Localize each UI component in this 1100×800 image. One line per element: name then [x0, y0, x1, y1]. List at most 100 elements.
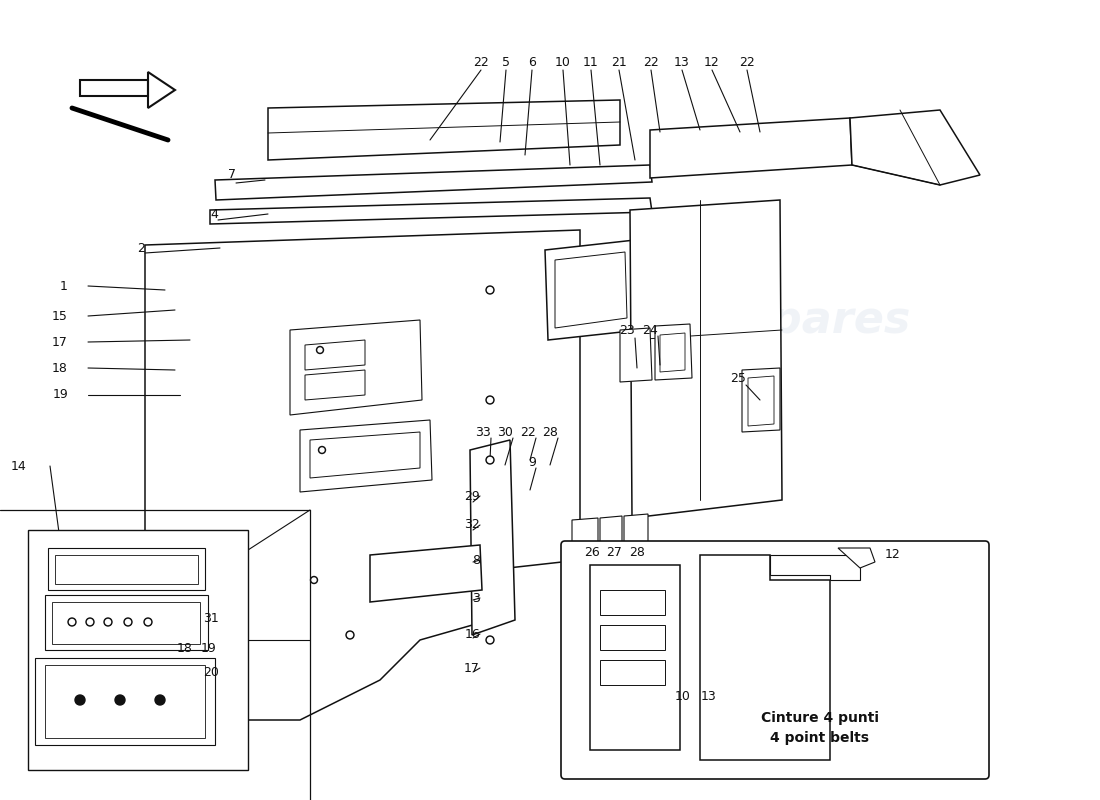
Text: 16: 16	[464, 627, 480, 641]
Text: eurospares: eurospares	[222, 522, 504, 566]
Text: 22: 22	[520, 426, 536, 438]
Polygon shape	[630, 200, 782, 518]
Polygon shape	[650, 118, 853, 178]
Circle shape	[486, 396, 494, 404]
Text: 6: 6	[528, 55, 536, 69]
Polygon shape	[310, 432, 420, 478]
Polygon shape	[544, 240, 640, 340]
Polygon shape	[850, 110, 980, 185]
Polygon shape	[48, 548, 205, 590]
Text: 11: 11	[583, 55, 598, 69]
Text: 4 point belts: 4 point belts	[770, 731, 869, 745]
Polygon shape	[770, 555, 860, 580]
Text: 22: 22	[473, 55, 488, 69]
Polygon shape	[624, 514, 648, 552]
Circle shape	[116, 695, 125, 705]
Polygon shape	[590, 565, 680, 750]
Circle shape	[104, 618, 112, 626]
Bar	[28, 530, 248, 770]
Text: eurospares: eurospares	[629, 298, 911, 342]
Text: 3: 3	[472, 591, 480, 605]
Circle shape	[487, 287, 493, 293]
Polygon shape	[55, 555, 198, 584]
Polygon shape	[300, 420, 432, 492]
Polygon shape	[45, 595, 208, 650]
Polygon shape	[600, 590, 666, 615]
Circle shape	[88, 619, 92, 625]
Polygon shape	[572, 518, 598, 557]
Text: 1: 1	[60, 279, 68, 293]
Polygon shape	[838, 548, 875, 568]
Text: 4: 4	[210, 209, 218, 222]
Polygon shape	[268, 100, 620, 160]
Text: 31: 31	[204, 611, 219, 625]
Circle shape	[75, 695, 85, 705]
Circle shape	[486, 456, 494, 464]
Text: 23: 23	[619, 323, 635, 337]
Polygon shape	[35, 658, 214, 745]
Circle shape	[319, 446, 326, 454]
Text: 28: 28	[542, 426, 558, 438]
Text: 20: 20	[204, 666, 219, 678]
Circle shape	[487, 458, 493, 462]
Circle shape	[487, 398, 493, 402]
Text: 22: 22	[644, 55, 659, 69]
Circle shape	[68, 618, 76, 626]
Polygon shape	[45, 665, 205, 738]
Circle shape	[486, 286, 494, 294]
Text: 24: 24	[642, 323, 658, 337]
Text: 21: 21	[612, 55, 627, 69]
Polygon shape	[742, 368, 780, 432]
Circle shape	[125, 619, 131, 625]
Polygon shape	[370, 545, 482, 602]
FancyBboxPatch shape	[561, 541, 989, 779]
Circle shape	[69, 619, 75, 625]
Circle shape	[318, 348, 322, 352]
Text: 17: 17	[464, 662, 480, 674]
Circle shape	[86, 618, 94, 626]
Text: 32: 32	[464, 518, 480, 531]
Text: Cinture 4 punti: Cinture 4 punti	[761, 711, 879, 725]
Text: 29: 29	[464, 490, 480, 502]
Text: 9: 9	[528, 455, 536, 469]
Text: 12: 12	[704, 55, 719, 69]
Polygon shape	[556, 252, 627, 328]
Text: 18: 18	[52, 362, 68, 374]
Polygon shape	[214, 165, 652, 200]
Text: 28: 28	[629, 546, 645, 558]
Circle shape	[145, 619, 151, 625]
Text: 15: 15	[52, 310, 68, 322]
Circle shape	[310, 577, 318, 583]
Circle shape	[346, 631, 354, 639]
Polygon shape	[620, 328, 652, 382]
Circle shape	[155, 695, 165, 705]
Text: 13: 13	[674, 55, 690, 69]
Polygon shape	[748, 376, 774, 426]
Text: 30: 30	[497, 426, 513, 438]
Polygon shape	[52, 602, 200, 644]
Polygon shape	[305, 370, 365, 400]
Circle shape	[106, 619, 110, 625]
Polygon shape	[210, 198, 652, 224]
Text: 7: 7	[228, 169, 236, 182]
Text: 18: 18	[177, 642, 192, 654]
Polygon shape	[600, 660, 666, 685]
Text: 2: 2	[138, 242, 145, 254]
Polygon shape	[145, 230, 580, 720]
Text: 19: 19	[53, 389, 68, 402]
Text: 10: 10	[556, 55, 571, 69]
Circle shape	[317, 346, 323, 354]
Polygon shape	[600, 516, 621, 554]
Circle shape	[348, 633, 352, 638]
Polygon shape	[654, 324, 692, 380]
Circle shape	[320, 448, 324, 452]
Text: 13: 13	[701, 690, 717, 702]
Polygon shape	[660, 333, 685, 372]
Text: 5: 5	[502, 55, 510, 69]
Circle shape	[487, 638, 493, 642]
Text: 8: 8	[472, 554, 480, 566]
Polygon shape	[470, 440, 515, 635]
Text: 27: 27	[606, 546, 621, 558]
Circle shape	[124, 618, 132, 626]
Circle shape	[486, 636, 494, 644]
